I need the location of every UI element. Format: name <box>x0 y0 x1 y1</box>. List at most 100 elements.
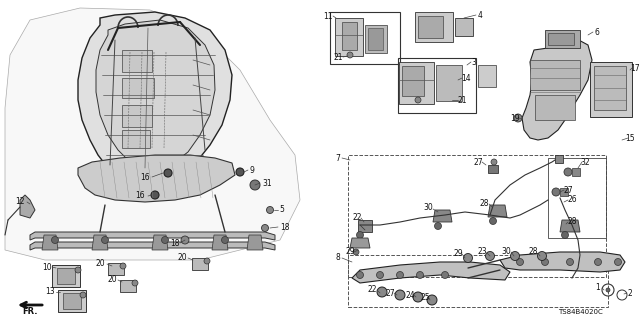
Polygon shape <box>30 232 275 240</box>
Circle shape <box>250 180 260 190</box>
Bar <box>415 12 453 42</box>
Polygon shape <box>488 205 507 217</box>
Circle shape <box>552 188 560 196</box>
Text: 6: 6 <box>595 28 600 36</box>
Circle shape <box>564 168 572 176</box>
Circle shape <box>514 114 522 122</box>
Text: 4: 4 <box>477 11 483 20</box>
Text: 18: 18 <box>170 238 180 247</box>
Bar <box>402 66 424 96</box>
Bar <box>590 62 632 117</box>
Text: 21: 21 <box>457 95 467 105</box>
Bar <box>455 18 473 36</box>
Polygon shape <box>247 235 263 250</box>
Polygon shape <box>522 38 592 140</box>
Polygon shape <box>78 12 232 188</box>
Circle shape <box>427 295 437 305</box>
Circle shape <box>75 267 81 273</box>
Circle shape <box>356 231 364 238</box>
Text: 16: 16 <box>140 172 150 181</box>
Text: 29: 29 <box>453 250 463 259</box>
Bar <box>63 293 81 309</box>
Circle shape <box>266 206 273 213</box>
Circle shape <box>80 292 86 298</box>
Bar <box>122 78 154 98</box>
Text: 3: 3 <box>472 58 476 67</box>
Circle shape <box>353 249 359 255</box>
Bar <box>192 258 208 270</box>
Circle shape <box>262 225 269 231</box>
Bar <box>398 58 476 113</box>
Circle shape <box>132 280 138 286</box>
Bar <box>594 66 626 110</box>
Bar <box>52 265 80 287</box>
Circle shape <box>541 259 548 266</box>
Circle shape <box>614 259 621 266</box>
Polygon shape <box>5 8 300 260</box>
Polygon shape <box>560 220 580 232</box>
Text: 28: 28 <box>479 198 489 207</box>
Polygon shape <box>92 235 108 250</box>
Circle shape <box>377 287 387 297</box>
Circle shape <box>442 271 449 278</box>
Circle shape <box>376 271 383 278</box>
Text: 5: 5 <box>280 205 284 214</box>
Bar <box>399 62 434 104</box>
Text: 27: 27 <box>473 157 483 166</box>
Text: FR.: FR. <box>22 308 38 316</box>
Text: TS84B4020C: TS84B4020C <box>557 309 602 315</box>
Circle shape <box>236 168 244 176</box>
Text: 12: 12 <box>15 197 25 206</box>
Circle shape <box>491 159 497 165</box>
Circle shape <box>413 292 423 302</box>
Bar <box>122 130 150 148</box>
Bar <box>365 25 387 53</box>
Circle shape <box>463 253 472 262</box>
Bar <box>122 50 152 72</box>
Polygon shape <box>350 238 370 248</box>
Circle shape <box>161 236 168 244</box>
Bar <box>120 280 136 292</box>
Bar <box>418 16 443 38</box>
Text: 19: 19 <box>510 114 520 123</box>
Circle shape <box>51 236 58 244</box>
Text: 14: 14 <box>461 74 471 83</box>
Circle shape <box>204 258 210 264</box>
Bar <box>108 263 124 275</box>
Text: 8: 8 <box>335 253 340 262</box>
Circle shape <box>181 236 189 244</box>
Bar <box>548 158 606 238</box>
Text: 24: 24 <box>405 291 415 300</box>
Circle shape <box>395 290 405 300</box>
Text: 10: 10 <box>42 262 52 271</box>
Circle shape <box>397 271 403 278</box>
Text: 25: 25 <box>420 293 430 302</box>
Bar <box>368 28 383 50</box>
Text: 29: 29 <box>345 247 355 257</box>
Text: 20: 20 <box>177 253 187 262</box>
Bar <box>57 268 75 284</box>
Polygon shape <box>212 235 228 250</box>
Polygon shape <box>500 252 625 272</box>
Circle shape <box>120 263 126 269</box>
Text: 2: 2 <box>628 289 632 298</box>
Circle shape <box>347 52 353 58</box>
Text: 21: 21 <box>333 52 343 61</box>
Text: 30: 30 <box>423 204 433 212</box>
Bar <box>548 33 574 45</box>
Circle shape <box>566 259 573 266</box>
Polygon shape <box>358 220 372 232</box>
Circle shape <box>415 97 421 103</box>
Text: 20: 20 <box>95 260 105 268</box>
Bar <box>58 290 86 312</box>
Text: 28: 28 <box>567 218 577 227</box>
Bar <box>545 30 580 48</box>
Text: 7: 7 <box>335 154 340 163</box>
Polygon shape <box>42 235 58 250</box>
Circle shape <box>486 252 495 260</box>
Bar <box>488 165 498 173</box>
Bar <box>555 155 563 163</box>
Circle shape <box>561 231 568 238</box>
Text: 22: 22 <box>352 213 362 222</box>
Text: 13: 13 <box>45 287 55 297</box>
